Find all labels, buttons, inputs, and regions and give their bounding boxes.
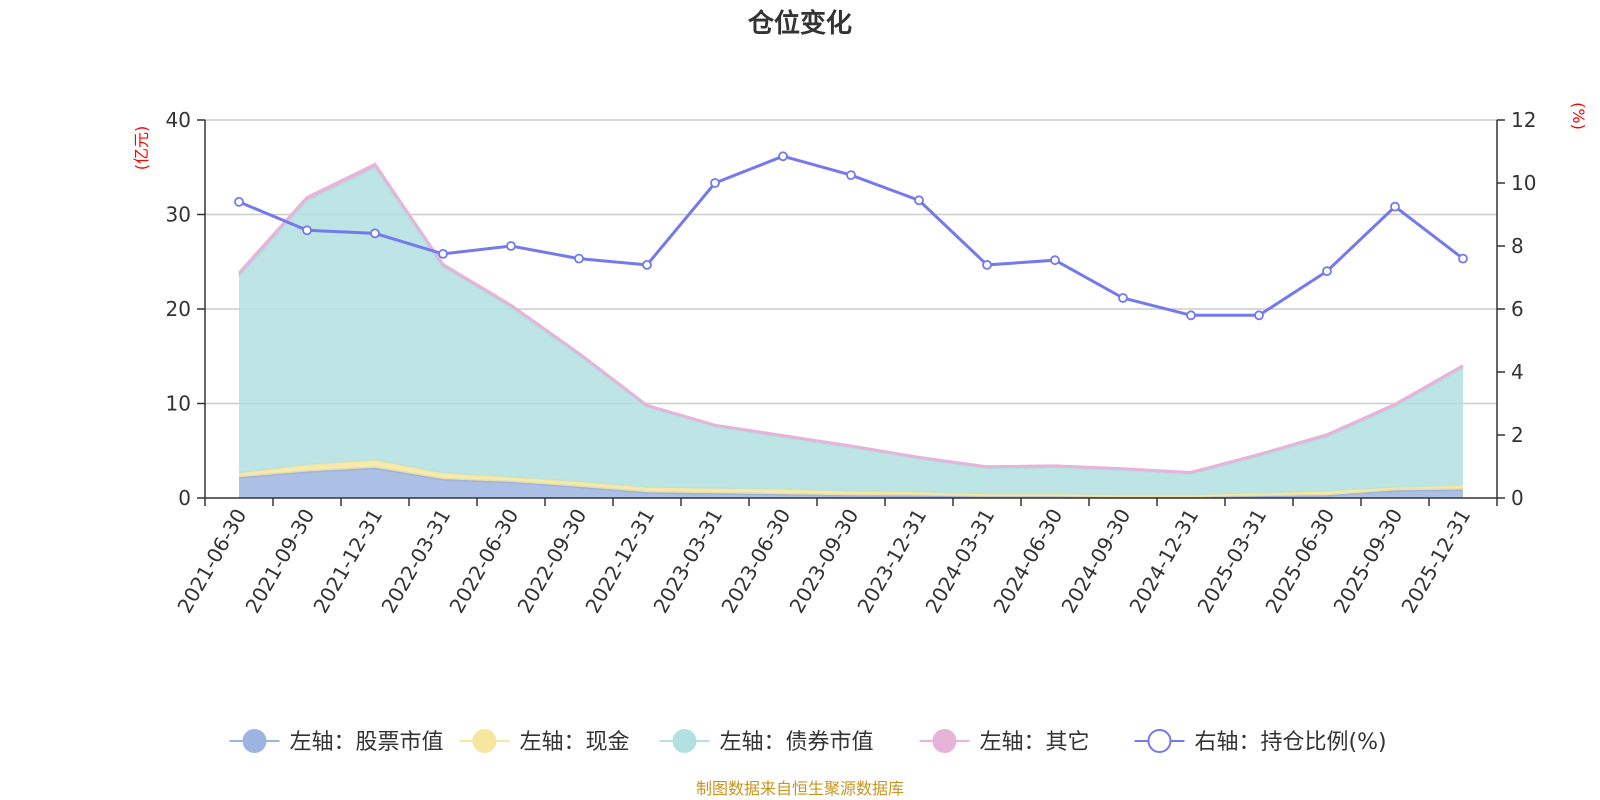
ratio-point (1390, 201, 1400, 212)
chart-title: 仓位变化 (747, 8, 852, 39)
legend-item: 左轴：股票市值 (229, 729, 444, 755)
source-note: 制图数据来自恒生聚源数据库 (696, 779, 904, 798)
right-tick-label: 10 (1511, 171, 1536, 195)
ratio-point (1186, 310, 1196, 321)
ratio-point (370, 228, 380, 239)
legend-marker (672, 729, 697, 753)
legend-label: 右轴：持仓比例(%) (1195, 730, 1387, 755)
right-tick-label: 4 (1511, 360, 1524, 384)
x-tick-label: 2022-03-31 (376, 505, 455, 618)
left-tick-label: 0 (178, 486, 191, 510)
x-tick-label: 2024-12-31 (1124, 505, 1203, 618)
legend-item: 左轴：债券市值 (659, 729, 874, 755)
ratio-point (234, 196, 244, 207)
ratio-point (778, 151, 788, 162)
ratio-point (710, 178, 720, 188)
ratio-point (302, 225, 312, 236)
holding-ratio-line (234, 151, 1468, 321)
right-axis-unit: (%) (1569, 102, 1588, 130)
x-tick-label: 2023-09-30 (784, 505, 863, 618)
ratio-point (914, 195, 924, 206)
x-tick-label: 2024-06-30 (988, 505, 1067, 618)
area-series-1 (239, 460, 1463, 498)
x-tick-label: 2022-06-30 (444, 505, 523, 618)
legend-item: 左轴：其它 (919, 729, 1090, 755)
right-tick-label: 6 (1511, 297, 1524, 321)
legend-item: 左轴：现金 (459, 729, 630, 755)
legend-marker (472, 729, 497, 753)
ratio-point (1458, 253, 1468, 264)
ratio-point (1254, 310, 1264, 321)
right-tick-label: 8 (1511, 234, 1524, 258)
right-tick-label: 0 (1511, 486, 1524, 510)
stacked-areas (237, 162, 1464, 499)
right-tick-label: 12 (1511, 108, 1536, 132)
x-tick-label: 2025-12-31 (1396, 505, 1475, 618)
legend-marker (1147, 729, 1172, 753)
area-edge-3 (237, 162, 1464, 475)
area-series-2 (239, 167, 1463, 496)
right-tick-label: 2 (1511, 423, 1524, 447)
left-tick-label: 30 (166, 203, 191, 227)
ratio-point (438, 248, 448, 259)
legend-label: 左轴：现金 (520, 730, 630, 755)
legend: 左轴：股票市值 左轴：现金 左轴：债券市值 左轴：其它 右轴：持仓比例(%) (229, 729, 1387, 755)
x-tick-label: 2025-06-30 (1260, 505, 1339, 618)
legend-label: 左轴：股票市值 (290, 730, 444, 755)
legend-label: 左轴：债券市值 (720, 730, 874, 755)
x-tick-label: 2025-03-31 (1192, 505, 1271, 618)
left-tick-label: 10 (166, 392, 191, 416)
ratio-point (1322, 266, 1332, 277)
ratio-point (846, 170, 856, 181)
ratio-point (574, 253, 584, 264)
ratio-point (506, 241, 516, 251)
x-tick-label: 2022-12-31 (580, 505, 659, 618)
legend-label: 左轴：其它 (980, 730, 1090, 755)
ratio-point (642, 259, 652, 270)
legend-marker (932, 729, 957, 753)
left-axis-unit: (亿元) (132, 126, 151, 171)
left-tick-label: 20 (166, 297, 191, 321)
left-tick-label: 40 (166, 108, 191, 132)
legend-item: 右轴：持仓比例(%) (1134, 729, 1387, 755)
x-tick-label: 2021-12-31 (308, 505, 387, 618)
x-tick-label: 2023-12-31 (852, 505, 931, 618)
legend-marker (242, 729, 267, 753)
x-tick-label: 2025-09-30 (1328, 505, 1407, 618)
x-tick-label: 2022-09-30 (512, 505, 591, 618)
ratio-point (1050, 255, 1060, 266)
area-series-0 (239, 467, 1463, 498)
ratio-point (982, 259, 992, 270)
x-tick-label: 2021-06-30 (172, 505, 251, 618)
x-tick-label: 2024-03-31 (920, 505, 999, 618)
x-tick-label: 2023-06-30 (716, 505, 795, 618)
ratio-point (1118, 293, 1128, 303)
x-tick-label: 2024-09-30 (1056, 505, 1135, 618)
x-tick-label: 2021-09-30 (240, 505, 319, 618)
x-tick-label: 2023-03-31 (648, 505, 727, 618)
